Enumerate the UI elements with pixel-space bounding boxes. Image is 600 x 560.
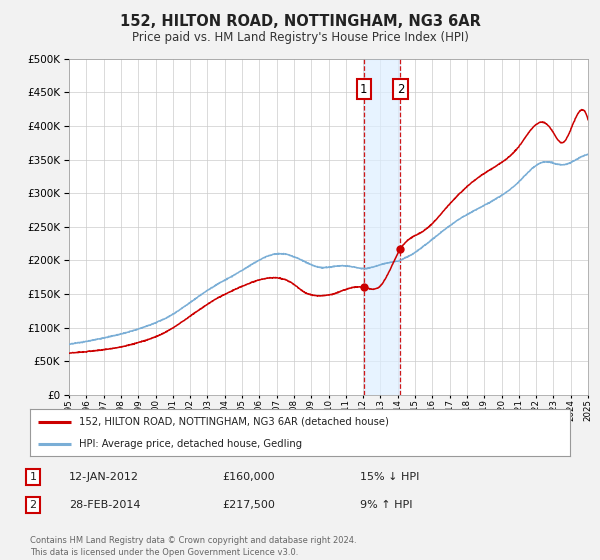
- Text: 28-FEB-2014: 28-FEB-2014: [69, 500, 140, 510]
- Text: 12-JAN-2012: 12-JAN-2012: [69, 472, 139, 482]
- Text: 9% ↑ HPI: 9% ↑ HPI: [360, 500, 413, 510]
- Text: 2: 2: [29, 500, 37, 510]
- Text: 1: 1: [29, 472, 37, 482]
- Text: 15% ↓ HPI: 15% ↓ HPI: [360, 472, 419, 482]
- Text: Contains HM Land Registry data © Crown copyright and database right 2024.
This d: Contains HM Land Registry data © Crown c…: [30, 536, 356, 557]
- Text: 152, HILTON ROAD, NOTTINGHAM, NG3 6AR (detached house): 152, HILTON ROAD, NOTTINGHAM, NG3 6AR (d…: [79, 417, 388, 427]
- Text: 1: 1: [360, 82, 368, 96]
- Text: HPI: Average price, detached house, Gedling: HPI: Average price, detached house, Gedl…: [79, 438, 302, 449]
- Text: 152, HILTON ROAD, NOTTINGHAM, NG3 6AR: 152, HILTON ROAD, NOTTINGHAM, NG3 6AR: [119, 14, 481, 29]
- Bar: [364, 59, 400, 395]
- Text: £217,500: £217,500: [222, 500, 275, 510]
- Text: £160,000: £160,000: [222, 472, 275, 482]
- Text: 2: 2: [397, 82, 404, 96]
- Text: Price paid vs. HM Land Registry's House Price Index (HPI): Price paid vs. HM Land Registry's House …: [131, 31, 469, 44]
